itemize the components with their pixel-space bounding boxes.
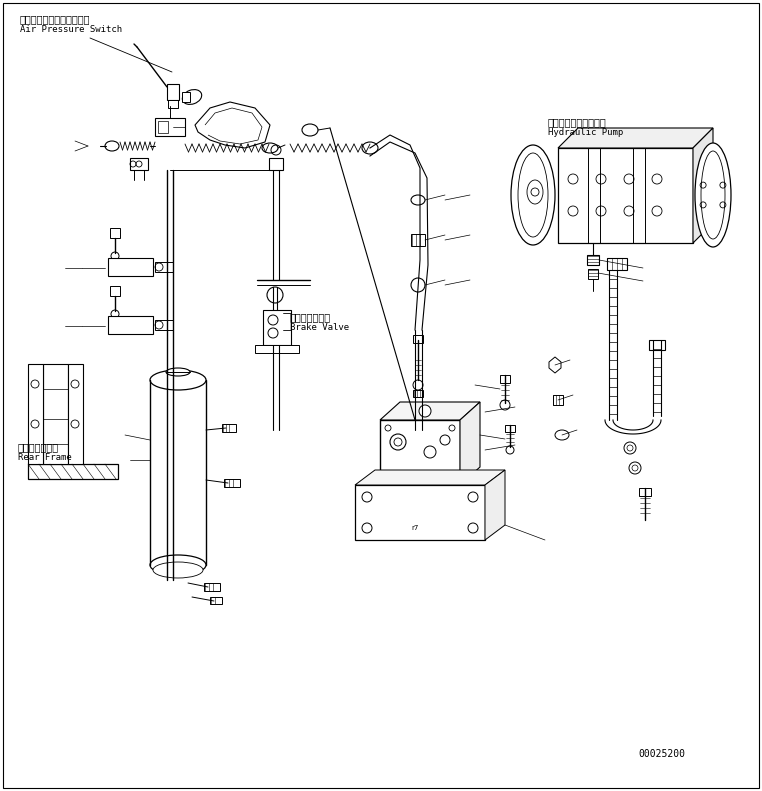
Bar <box>607 258 627 270</box>
Bar <box>558 148 693 243</box>
Text: r7: r7 <box>411 525 418 531</box>
Text: Hydraulic Pump: Hydraulic Pump <box>548 128 623 137</box>
Bar <box>43 364 68 464</box>
Ellipse shape <box>527 180 543 204</box>
Text: Air Pressure Switch: Air Pressure Switch <box>20 25 122 34</box>
Bar <box>210 597 222 604</box>
Bar <box>155 118 185 136</box>
Bar <box>28 464 118 479</box>
Circle shape <box>267 287 283 303</box>
Ellipse shape <box>150 370 206 390</box>
Polygon shape <box>380 402 480 420</box>
Bar <box>505 425 515 432</box>
Bar <box>355 485 485 540</box>
Bar <box>108 258 153 276</box>
Bar <box>588 269 598 279</box>
Bar <box>588 148 600 243</box>
Circle shape <box>394 438 402 446</box>
Bar <box>411 234 425 246</box>
Ellipse shape <box>511 145 555 245</box>
Bar <box>413 335 423 343</box>
Circle shape <box>390 434 406 450</box>
Bar <box>255 345 299 353</box>
Bar <box>380 420 460 485</box>
Bar <box>553 395 563 405</box>
Bar <box>155 262 173 272</box>
Bar <box>182 92 190 102</box>
Ellipse shape <box>153 562 203 578</box>
Ellipse shape <box>166 368 190 376</box>
Bar <box>167 84 179 100</box>
Bar <box>222 424 236 432</box>
Text: 00025200: 00025200 <box>638 749 685 759</box>
Text: エアープレッシャスイッチ: エアープレッシャスイッチ <box>20 14 91 24</box>
Polygon shape <box>485 470 505 540</box>
Bar <box>413 390 423 397</box>
Bar <box>500 375 510 383</box>
Bar <box>68 364 83 464</box>
Polygon shape <box>549 357 561 373</box>
Bar <box>168 100 178 108</box>
Bar <box>204 583 220 591</box>
Bar <box>639 488 651 496</box>
Bar <box>224 479 240 487</box>
Bar <box>263 310 291 345</box>
Text: ハイドロリックポンプ: ハイドロリックポンプ <box>548 117 607 127</box>
Ellipse shape <box>150 555 206 575</box>
Bar <box>158 121 168 133</box>
Circle shape <box>419 405 431 417</box>
Bar <box>633 148 645 243</box>
Bar <box>110 286 120 296</box>
Text: ブレーキバルブ: ブレーキバルブ <box>290 312 331 322</box>
Polygon shape <box>693 128 713 243</box>
Text: Brake Valve: Brake Valve <box>290 323 349 332</box>
Circle shape <box>411 278 425 292</box>
Text: リヤーフレーム: リヤーフレーム <box>18 442 59 452</box>
Polygon shape <box>355 470 505 485</box>
Bar <box>155 320 173 330</box>
Polygon shape <box>460 402 480 485</box>
Ellipse shape <box>695 143 731 247</box>
Bar <box>269 158 283 170</box>
Polygon shape <box>558 128 713 148</box>
Bar <box>108 316 153 334</box>
Bar <box>649 340 665 350</box>
Bar <box>130 158 148 170</box>
Bar <box>587 255 599 265</box>
Ellipse shape <box>518 153 548 237</box>
Bar <box>28 364 43 464</box>
Text: Rear Frame: Rear Frame <box>18 453 72 462</box>
Bar <box>110 228 120 238</box>
